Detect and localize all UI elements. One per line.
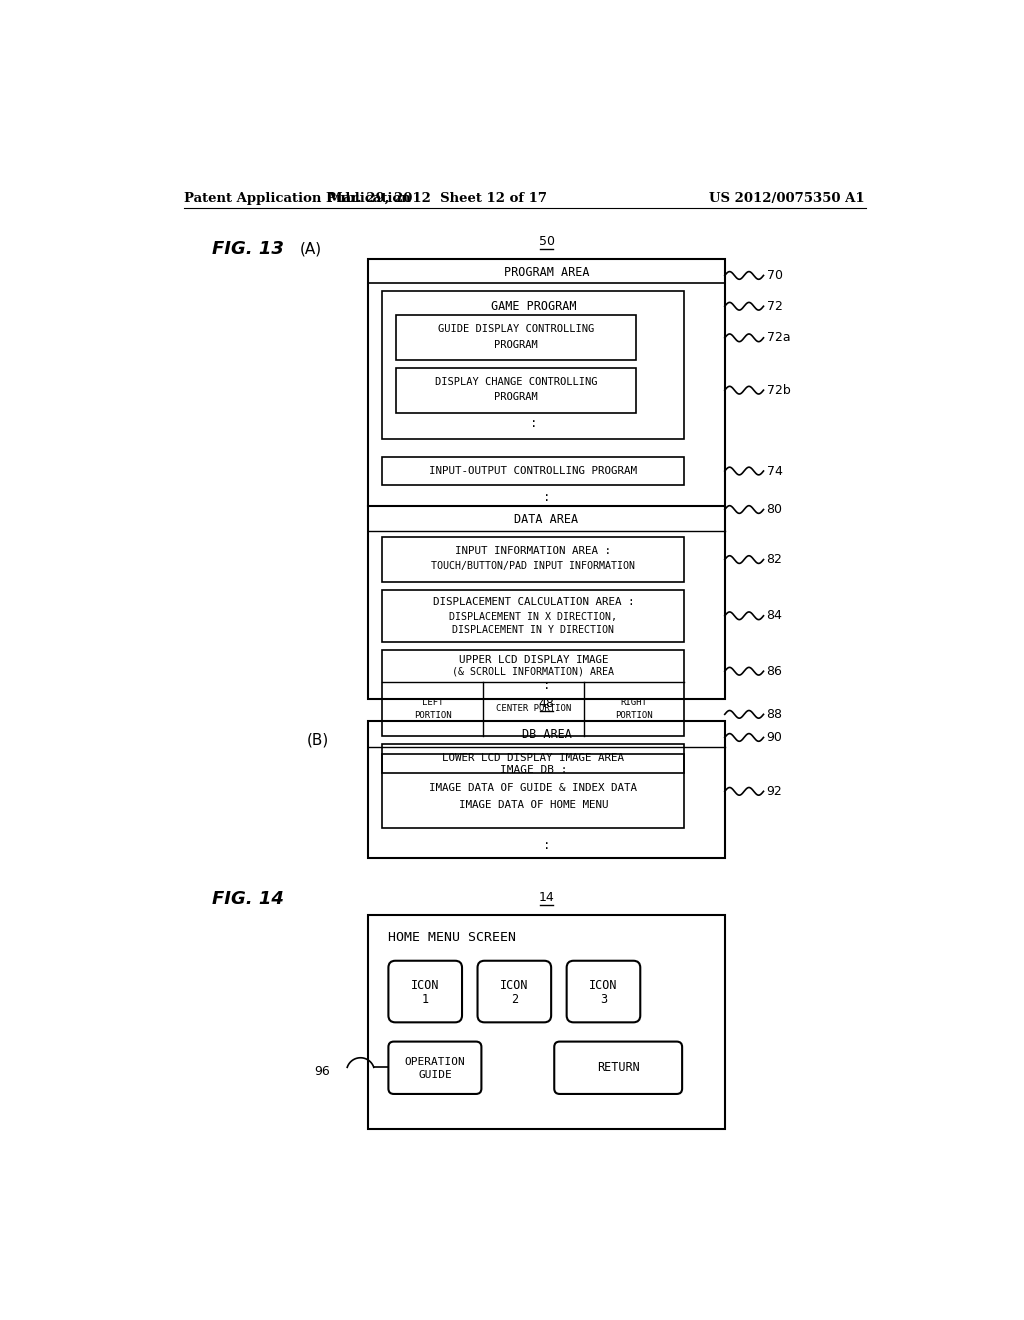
Text: DISPLACEMENT CALCULATION AREA :: DISPLACEMENT CALCULATION AREA :: [432, 597, 634, 607]
Bar: [382, 755, 684, 829]
Text: 48: 48: [539, 697, 554, 710]
Text: (& SCROLL INFORMATION) AREA: (& SCROLL INFORMATION) AREA: [453, 667, 614, 676]
Text: 2: 2: [511, 993, 518, 1006]
Text: PORTION: PORTION: [414, 710, 452, 719]
Text: Patent Application Publication: Patent Application Publication: [183, 191, 411, 205]
Text: DISPLACEMENT IN X DIRECTION,: DISPLACEMENT IN X DIRECTION,: [450, 612, 617, 622]
Text: FIG. 14: FIG. 14: [212, 890, 284, 908]
Text: IMAGE DATA OF HOME MENU: IMAGE DATA OF HOME MENU: [459, 800, 608, 810]
Text: DB AREA: DB AREA: [521, 727, 571, 741]
Text: :: :: [543, 838, 550, 851]
Text: 1: 1: [422, 993, 429, 1006]
Bar: [382, 457, 684, 484]
Bar: [382, 537, 684, 582]
Text: Mar. 29, 2012  Sheet 12 of 17: Mar. 29, 2012 Sheet 12 of 17: [329, 191, 548, 205]
Text: 14: 14: [539, 891, 554, 904]
Text: 50: 50: [539, 235, 555, 248]
Text: PROGRAM: PROGRAM: [495, 392, 539, 403]
Text: UPPER LCD DISPLAY IMAGE: UPPER LCD DISPLAY IMAGE: [459, 656, 608, 665]
Text: 90: 90: [767, 731, 782, 744]
Text: 72b: 72b: [767, 384, 791, 397]
Text: TOUCH/BUTTON/PAD INPUT INFORMATION: TOUCH/BUTTON/PAD INPUT INFORMATION: [431, 561, 635, 572]
Text: 74: 74: [767, 465, 782, 478]
Text: 72: 72: [767, 300, 782, 313]
Text: PROGRAM AREA: PROGRAM AREA: [504, 265, 589, 279]
Text: 3: 3: [600, 993, 607, 1006]
Text: 82: 82: [767, 553, 782, 566]
Text: CENTER PORTION: CENTER PORTION: [496, 705, 571, 713]
Text: IMAGE DB :: IMAGE DB :: [500, 764, 567, 775]
Bar: [396, 368, 636, 412]
Text: 88: 88: [767, 708, 782, 721]
Text: INPUT INFORMATION AREA :: INPUT INFORMATION AREA :: [456, 546, 611, 556]
Text: GAME PROGRAM: GAME PROGRAM: [490, 300, 577, 313]
Text: 70: 70: [767, 269, 782, 282]
Text: GUIDE DISPLAY CONTROLLING: GUIDE DISPLAY CONTROLLING: [438, 325, 594, 334]
Text: PROGRAM: PROGRAM: [495, 339, 539, 350]
Text: OPERATION: OPERATION: [404, 1056, 465, 1067]
Bar: [382, 743, 684, 774]
Bar: [382, 590, 684, 642]
Text: ICON: ICON: [500, 979, 528, 991]
Text: 86: 86: [767, 665, 782, 677]
Text: PORTION: PORTION: [615, 710, 653, 719]
Bar: [369, 259, 725, 700]
Text: ICON: ICON: [589, 979, 617, 991]
Bar: [382, 649, 684, 737]
Bar: [369, 721, 725, 858]
Text: 80: 80: [767, 503, 782, 516]
Bar: [396, 315, 636, 360]
Text: 92: 92: [767, 785, 782, 797]
Text: LEFT: LEFT: [422, 698, 443, 708]
Text: DATA AREA: DATA AREA: [514, 513, 579, 527]
Text: 96: 96: [314, 1065, 330, 1078]
Text: FIG. 13: FIG. 13: [212, 240, 284, 259]
Bar: [369, 915, 725, 1129]
Text: ICON: ICON: [411, 979, 439, 991]
Text: DISPLAY CHANGE CONTROLLING: DISPLAY CHANGE CONTROLLING: [435, 376, 598, 387]
Text: :: :: [543, 491, 550, 504]
Text: :: :: [529, 417, 537, 430]
Text: HOME MENU SCREEN: HOME MENU SCREEN: [388, 931, 516, 944]
Text: RETURN: RETURN: [597, 1061, 640, 1074]
Text: INPUT-OUTPUT CONTROLLING PROGRAM: INPUT-OUTPUT CONTROLLING PROGRAM: [429, 466, 637, 477]
Text: US 2012/0075350 A1: US 2012/0075350 A1: [710, 191, 865, 205]
Text: (B): (B): [306, 733, 329, 747]
Text: 84: 84: [767, 610, 782, 622]
Text: 72a: 72a: [767, 331, 791, 345]
Text: IMAGE DATA OF GUIDE & INDEX DATA: IMAGE DATA OF GUIDE & INDEX DATA: [429, 783, 637, 793]
Text: :: :: [543, 678, 550, 692]
Text: LOWER LCD DISPLAY IMAGE AREA: LOWER LCD DISPLAY IMAGE AREA: [442, 754, 625, 763]
Bar: [382, 290, 684, 438]
Text: DISPLACEMENT IN Y DIRECTION: DISPLACEMENT IN Y DIRECTION: [453, 624, 614, 635]
Text: (A): (A): [300, 242, 323, 257]
Text: GUIDE: GUIDE: [418, 1071, 452, 1081]
Text: RIGHT: RIGHT: [621, 698, 647, 708]
